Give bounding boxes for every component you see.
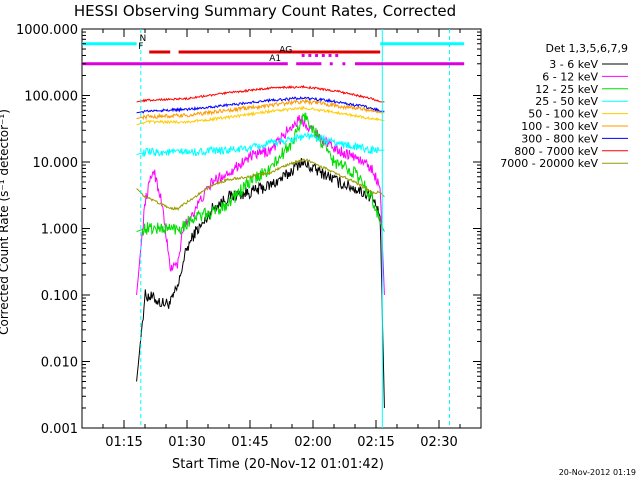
legend-title: Det 1,3,5,6,7,9 [545,42,628,55]
legend-label: 3 - 6 keV [549,58,598,71]
chart-title: HESSI Observing Summary Count Rates, Cor… [74,2,456,20]
series-line [136,114,385,296]
y-tick-label: 0.010 [41,356,78,371]
x-tick-label: 02:00 [294,435,331,450]
y-tick-label: 0.100 [41,289,78,304]
x-tick-label: 01:15 [105,435,142,450]
y-tick-label: 1.000 [41,223,78,238]
x-axis-label: Start Time (20-Nov-12 01:01:42) [172,457,384,472]
x-tick-label: 01:45 [231,435,268,450]
flag-bar-label: F [138,42,143,52]
series-line [136,158,385,409]
y-tick-label: 100.000 [24,90,78,105]
series-line [136,96,385,114]
legend-label: 25 - 50 keV [535,95,598,108]
series-line [136,105,385,126]
series-line [136,112,385,236]
legend-label: 50 - 100 keV [528,108,598,121]
legend-label: 12 - 25 keV [535,83,598,96]
flag-bar-label: AG [279,45,292,55]
legend-label: 7000 - 20000 keV [500,157,598,170]
series-line [136,131,385,158]
x-axis: 01:15 01:30 01:45 02:00 02:15 02:30 [81,29,482,450]
legend-label: 100 - 300 keV [521,120,598,133]
legend-label: 6 - 12 keV [542,70,598,83]
footer-timestamp: 20-Nov-2012 01:19 [559,468,636,477]
series-line [136,158,385,211]
y-tick-label: 10.000 [33,156,79,171]
legend-label: 300 - 800 keV [521,132,598,145]
y-tick-label: 1000.000 [16,23,78,38]
series-line [136,84,385,103]
series-line [136,97,385,121]
y-axis: 1000.000 100.000 10.000 1.000 0.100 0.010 0.00… [16,23,481,437]
x-tick-label: 02:30 [420,435,457,450]
x-tick-label: 02:15 [357,435,394,450]
y-tick-label: 0.001 [41,422,78,437]
x-tick-label: 01:30 [168,435,205,450]
flag-bar-label: N [140,34,147,44]
y-axis-label: Corrected Count Rate (s⁻¹ detector⁻¹) [0,109,11,335]
legend-label: 800 - 7000 keV [514,145,598,158]
flag-bar-label: A1 [269,54,281,64]
